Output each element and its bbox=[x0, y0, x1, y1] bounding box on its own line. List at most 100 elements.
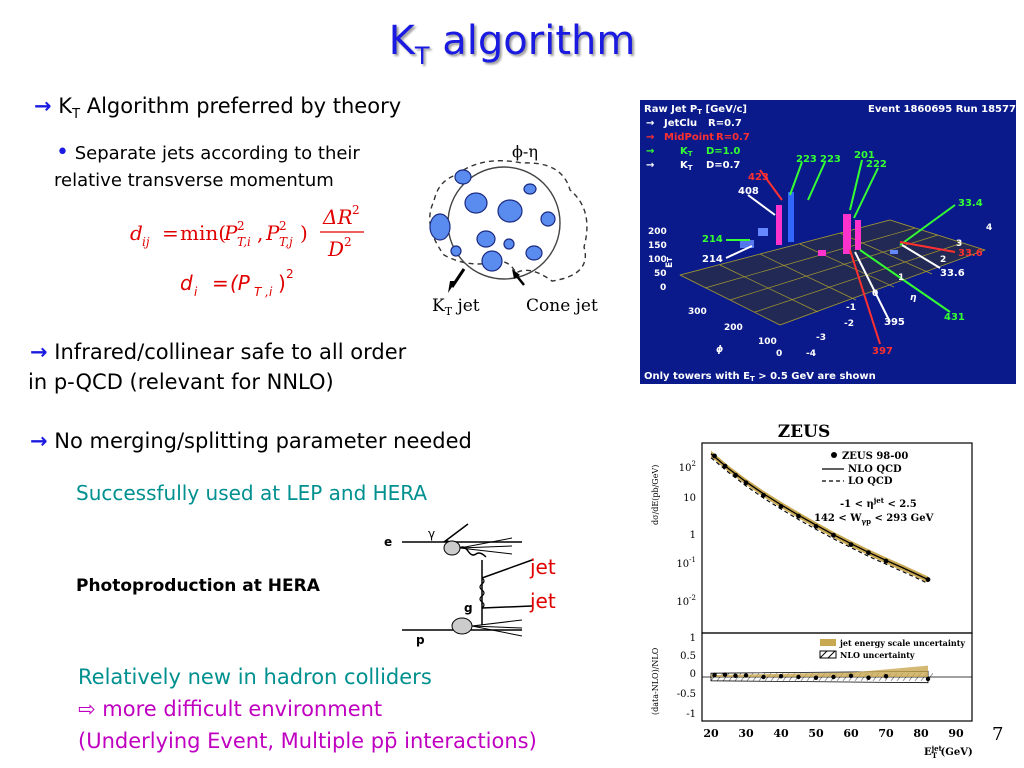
slide-title: KT algorithm bbox=[388, 18, 636, 70]
svg-text:223: 223 bbox=[820, 154, 841, 165]
zeus-ratio-point bbox=[761, 674, 766, 680]
zeus-ylabel: dσ/dE(pb/GeV) bbox=[651, 465, 660, 525]
svg-text:T ,i: T ,i bbox=[254, 285, 273, 299]
svg-text:300: 300 bbox=[688, 307, 707, 317]
svg-text:33.4: 33.4 bbox=[958, 198, 983, 209]
svg-text:Only towers with ET > 0.5 GeV: Only towers with ET > 0.5 GeV are shown bbox=[644, 371, 876, 383]
svg-text:1: 1 bbox=[690, 530, 696, 541]
bullet-kt-preferred: → KT Algorithm preferred by theory bbox=[34, 94, 402, 123]
zeus-data-point bbox=[831, 532, 836, 538]
svg-text:395: 395 bbox=[884, 317, 905, 328]
svg-text:214: 214 bbox=[702, 254, 723, 265]
svg-text:70: 70 bbox=[878, 727, 894, 740]
svg-text:2: 2 bbox=[940, 255, 946, 265]
svg-text:ϕ: ϕ bbox=[716, 345, 723, 355]
svg-text:MidPoint: MidPoint bbox=[664, 132, 714, 143]
svg-text:=: = bbox=[212, 271, 229, 295]
svg-text:η: η bbox=[910, 293, 917, 303]
svg-text:): ) bbox=[300, 221, 308, 245]
svg-text:jet energy scale uncertainty: jet energy scale uncertainty bbox=[839, 638, 965, 648]
zeus-data-point bbox=[796, 513, 801, 519]
svg-text:50: 50 bbox=[654, 269, 667, 279]
zeus-data-point bbox=[925, 577, 931, 582]
svg-text:-4: -4 bbox=[806, 349, 816, 359]
event-display-lego-plot: Raw Jet PT [GeV/c] Event 1860695 Run 185… bbox=[640, 100, 1016, 384]
svg-text:201: 201 bbox=[854, 150, 875, 161]
svg-text:222: 222 bbox=[866, 159, 887, 170]
difficult-environment-text: ⇨ more difficult environment bbox=[78, 697, 383, 721]
jet-label-1: jet bbox=[530, 555, 556, 579]
svg-text:=: = bbox=[162, 221, 179, 245]
zeus-data-point bbox=[866, 550, 871, 556]
svg-text:2: 2 bbox=[286, 267, 294, 281]
svg-text:80: 80 bbox=[913, 727, 929, 740]
svg-text:NLO QCD: NLO QCD bbox=[848, 464, 902, 475]
svg-text:D=1.0: D=1.0 bbox=[706, 146, 740, 157]
svg-text:ZEUS 98-00: ZEUS 98-00 bbox=[842, 451, 908, 462]
svg-text:142 < Wγp < 293 GeV: 142 < Wγp < 293 GeV bbox=[814, 513, 934, 526]
kt-jet-label: KT jet bbox=[432, 296, 480, 318]
zeus-ratio-point bbox=[831, 674, 836, 680]
svg-text:2: 2 bbox=[344, 235, 352, 249]
hadron-colliders-text: Relatively new in hadron colliders bbox=[78, 665, 432, 689]
svg-text:D=0.7: D=0.7 bbox=[706, 160, 740, 171]
svg-text:LO QCD: LO QCD bbox=[848, 476, 893, 487]
zeus-ratio-point bbox=[813, 675, 819, 680]
particle-blobs bbox=[429, 169, 556, 272]
formula-dij: d ij = min( P 2 T,i , P 2 T,j ) ΔR 2 D 2 bbox=[130, 203, 364, 261]
zeus-data-point bbox=[712, 453, 717, 459]
svg-text:431: 431 bbox=[944, 312, 965, 323]
svg-text:397: 397 bbox=[872, 346, 893, 357]
zeus-data-point bbox=[813, 523, 819, 529]
svg-text:Event 1860695 Run 185777: Event 1860695 Run 185777 bbox=[868, 104, 1016, 115]
svg-text:min(: min( bbox=[180, 221, 226, 245]
zeus-data-point bbox=[761, 492, 766, 498]
svg-text:R=0.7: R=0.7 bbox=[708, 118, 742, 129]
svg-text:10-2: 10-2 bbox=[676, 594, 696, 608]
svg-text:33.6: 33.6 bbox=[958, 248, 983, 259]
svg-text:0: 0 bbox=[872, 289, 878, 299]
zeus-title: ZEUS bbox=[778, 422, 830, 442]
svg-text:10: 10 bbox=[683, 493, 696, 504]
svg-text:100: 100 bbox=[758, 337, 777, 347]
svg-text:KT: KT bbox=[680, 146, 693, 158]
svg-text:3: 3 bbox=[956, 239, 962, 249]
zeus-ratio-point bbox=[848, 673, 854, 679]
svg-text:0.5: 0.5 bbox=[680, 651, 696, 662]
bullet-infrared: → Infrared/collinear safe to all order bbox=[30, 340, 407, 364]
svg-text:50: 50 bbox=[808, 727, 824, 740]
svg-text:→: → bbox=[646, 160, 654, 171]
svg-text:P: P bbox=[265, 221, 280, 245]
bullet-infrared-2: in p-QCD (relevant for NNLO) bbox=[28, 370, 334, 394]
svg-text:e: e bbox=[384, 535, 392, 549]
zeus-ratio-point bbox=[712, 672, 717, 678]
svg-text:NLO uncertainty: NLO uncertainty bbox=[840, 650, 915, 660]
svg-text:-2: -2 bbox=[844, 319, 854, 329]
svg-text:-1 < ηjet < 2.5: -1 < ηjet < 2.5 bbox=[840, 496, 917, 510]
svg-text:ET: ET bbox=[665, 257, 675, 268]
svg-text:1: 1 bbox=[898, 273, 904, 283]
svg-text:60: 60 bbox=[843, 727, 859, 740]
zeus-ratio-point bbox=[883, 674, 889, 679]
svg-text:T,j: T,j bbox=[279, 235, 293, 249]
svg-text:D: D bbox=[327, 237, 344, 261]
svg-text:1: 1 bbox=[690, 633, 696, 644]
svg-text:JetClu: JetClu bbox=[663, 118, 697, 129]
zeus-ratio-point bbox=[733, 673, 738, 679]
svg-text:): ) bbox=[278, 271, 286, 295]
svg-text:ΔR: ΔR bbox=[322, 205, 353, 229]
svg-text:10-1: 10-1 bbox=[676, 556, 696, 570]
svg-text:→: → bbox=[646, 118, 654, 129]
zeus-data-point bbox=[733, 472, 738, 478]
sub-bullet-separate-2: relative transverse momentum bbox=[54, 170, 334, 191]
zeus-nlo-uncertainty-band bbox=[710, 670, 929, 684]
svg-text:2: 2 bbox=[352, 203, 360, 217]
zeus-data-layer bbox=[702, 450, 972, 684]
svg-text:-0.5: -0.5 bbox=[677, 689, 696, 700]
underlying-event-text: (Underlying Event, Multiple pp̄ interact… bbox=[78, 729, 537, 753]
zeus-data-point bbox=[743, 480, 749, 486]
svg-text:Raw Jet PT [GeV/c]: Raw Jet PT [GeV/c] bbox=[644, 104, 747, 116]
zeus-ratio-point bbox=[866, 675, 871, 680]
svg-text:→: → bbox=[646, 132, 654, 143]
svg-text:R=0.7: R=0.7 bbox=[716, 132, 750, 143]
